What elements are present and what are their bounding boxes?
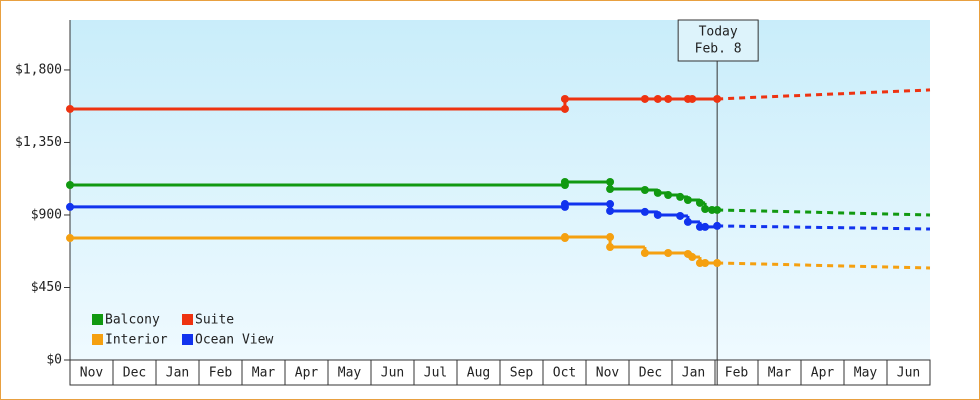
month-cell bbox=[499, 359, 544, 386]
month-cell bbox=[370, 359, 415, 386]
point bbox=[664, 94, 673, 103]
x-tick-label: Nov bbox=[596, 366, 620, 381]
x-tick-label: Feb bbox=[725, 366, 749, 381]
month-cell bbox=[585, 359, 630, 386]
point bbox=[653, 188, 662, 197]
month-cell bbox=[628, 359, 673, 386]
point bbox=[676, 211, 685, 220]
point bbox=[66, 202, 74, 211]
x-tick-label: Jun bbox=[381, 366, 404, 381]
month-cell bbox=[327, 359, 372, 386]
month-cell bbox=[800, 359, 845, 386]
x-tick-label: Apr bbox=[295, 366, 319, 381]
point bbox=[713, 205, 722, 214]
point bbox=[640, 249, 649, 258]
y-tick-label: $0 bbox=[46, 353, 62, 368]
legend-swatch bbox=[92, 334, 103, 345]
point bbox=[66, 181, 74, 190]
point bbox=[606, 243, 615, 252]
plot-area bbox=[70, 20, 930, 360]
x-tick-label: Aug bbox=[467, 366, 490, 381]
today-label: Today bbox=[699, 25, 738, 40]
x-tick-label: May bbox=[854, 366, 878, 381]
month-cell bbox=[843, 359, 888, 386]
y-tick-label: $1,800 bbox=[15, 62, 62, 77]
forecast-line bbox=[717, 261, 931, 270]
forecast-line bbox=[717, 88, 931, 101]
legend-label: Interior bbox=[105, 333, 168, 348]
point bbox=[560, 200, 569, 209]
layer: $0 $450 $900 $1,350 $1,800 Nov Dec Jan Feb Mar Apr… bbox=[15, 19, 931, 386]
legend-label: Ocean View bbox=[195, 333, 273, 348]
x-tick-label: Apr bbox=[811, 366, 835, 381]
point bbox=[653, 94, 662, 103]
point bbox=[713, 258, 722, 267]
x-tick-label: Mar bbox=[768, 366, 792, 381]
legend-swatch bbox=[182, 334, 193, 345]
point bbox=[640, 94, 649, 103]
month-cell bbox=[886, 359, 931, 386]
legend-label: Suite bbox=[195, 313, 234, 328]
point bbox=[713, 221, 722, 230]
x-tick-label: Nov bbox=[80, 366, 104, 381]
month-cell bbox=[284, 359, 329, 386]
month-cell bbox=[112, 359, 157, 386]
y-tick-label: $900 bbox=[31, 207, 62, 222]
month-cell bbox=[155, 359, 200, 386]
month-cell bbox=[198, 359, 243, 386]
point bbox=[713, 94, 722, 103]
point bbox=[606, 200, 615, 209]
point bbox=[560, 177, 569, 186]
point bbox=[560, 104, 569, 113]
point bbox=[701, 258, 710, 267]
point bbox=[606, 185, 615, 194]
month-cell bbox=[542, 359, 587, 386]
x-tick-label: Oct bbox=[553, 366, 576, 381]
legend-label: Balcony bbox=[105, 313, 160, 328]
point bbox=[66, 104, 74, 113]
point bbox=[688, 94, 697, 103]
y-tick-label: $450 bbox=[31, 280, 62, 295]
point bbox=[560, 233, 569, 242]
point bbox=[606, 177, 615, 186]
x-tick-label: Jun bbox=[897, 366, 920, 381]
month-cell bbox=[671, 359, 716, 386]
point bbox=[683, 217, 692, 226]
forecast-line bbox=[717, 208, 931, 217]
point bbox=[676, 192, 685, 201]
point bbox=[606, 206, 615, 215]
point bbox=[695, 198, 704, 207]
point bbox=[653, 210, 662, 219]
forecast-line bbox=[717, 224, 931, 231]
point bbox=[683, 195, 692, 204]
x-tick-label: Mar bbox=[252, 366, 276, 381]
point bbox=[664, 249, 673, 258]
point bbox=[560, 94, 569, 103]
x-tick-label: Feb bbox=[209, 366, 233, 381]
point bbox=[640, 207, 649, 216]
today-box bbox=[677, 19, 759, 62]
point bbox=[664, 190, 673, 199]
month-cell bbox=[241, 359, 286, 386]
x-tick-label: Jul bbox=[424, 366, 447, 381]
legend-swatch bbox=[92, 314, 103, 325]
point bbox=[688, 253, 697, 262]
y-tick-label: $1,350 bbox=[15, 135, 62, 150]
point bbox=[701, 222, 710, 231]
x-tick-label: Sep bbox=[510, 366, 534, 381]
x-tick-label: Dec bbox=[123, 366, 146, 381]
x-tick-label: Jan bbox=[682, 366, 705, 381]
legend-swatch bbox=[182, 314, 193, 325]
today-date: Feb. 8 bbox=[695, 42, 742, 57]
point bbox=[640, 186, 649, 194]
x-tick-label: Jan bbox=[166, 366, 189, 381]
point bbox=[66, 234, 74, 243]
x-tick-label: May bbox=[338, 366, 362, 381]
point bbox=[606, 233, 615, 242]
point bbox=[701, 205, 710, 214]
x-tick-label: Dec bbox=[639, 366, 662, 381]
month-cell bbox=[714, 359, 759, 386]
